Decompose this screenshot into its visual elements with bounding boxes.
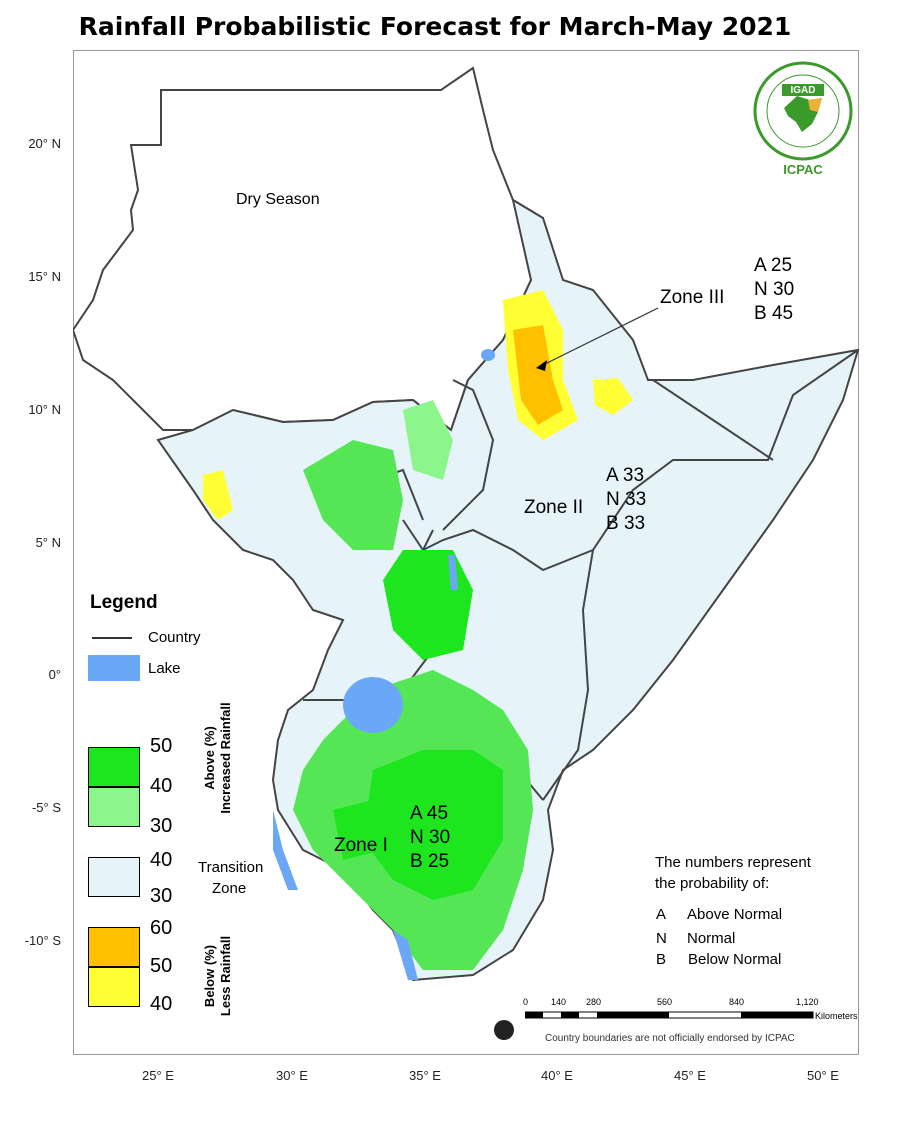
prob-label-n: Normal <box>687 930 736 947</box>
zone1-values: A 45 N 30 B 25 <box>410 803 451 872</box>
logo-top-text: IGAD <box>791 85 816 96</box>
below-value: 50 <box>150 955 173 977</box>
zone2-name: Zone II <box>524 497 584 518</box>
prob-key-n: N <box>656 930 667 947</box>
scale-tick: 560 <box>657 997 673 1007</box>
prob-key-b: B <box>656 951 667 968</box>
below-value: 40 <box>150 993 173 1015</box>
lon-label: 45° E <box>674 1068 706 1083</box>
lake-malawi <box>393 930 418 980</box>
transition-value: 30 <box>150 885 173 907</box>
below-value: 60 <box>150 917 173 939</box>
legend-lake: Lake <box>148 660 181 677</box>
lon-label: 40° E <box>541 1068 573 1083</box>
zone2-values: A 33 N 33 B 33 <box>606 465 647 534</box>
below-high-swatch <box>88 927 140 967</box>
zone3-values: A 25 N 30 B 45 <box>754 255 795 324</box>
map-canvas <box>73 66 859 982</box>
lat-label: -10° S <box>24 933 61 948</box>
lat-label: 5° N <box>35 535 61 550</box>
lon-label: 35° E <box>409 1068 441 1083</box>
scale-tick: 0 <box>523 997 529 1007</box>
above-value: 30 <box>150 815 173 837</box>
lon-label: 50° E <box>807 1068 839 1083</box>
above-value: 50 <box>150 735 173 757</box>
prob-label-b: Below Normal <box>688 951 782 968</box>
lat-label: 0° <box>48 667 61 682</box>
scale-tick: 140 <box>551 997 567 1007</box>
transition-swatch <box>88 857 140 897</box>
lake-swatch <box>88 655 140 681</box>
igad-logo: IGAD <box>753 61 853 161</box>
scale-tick: 280 <box>586 997 602 1007</box>
above-value: 40 <box>150 775 173 797</box>
transition-caption2: Zone <box>212 880 247 897</box>
scale-tick: 1,120 <box>796 997 819 1007</box>
lon-label: 30° E <box>276 1068 308 1083</box>
country-line <box>92 637 132 639</box>
lat-label: 20° N <box>28 136 61 151</box>
above-low-swatch <box>88 787 140 827</box>
prob-label-a: Above Normal <box>687 906 783 923</box>
scale-tick: 840 <box>729 997 745 1007</box>
dry-season-label: Dry Season <box>236 191 320 208</box>
lake-tanganyika <box>273 810 298 890</box>
scale-unit: Kilometers <box>815 1011 858 1021</box>
prob-key-a: A <box>656 906 667 923</box>
disclaimer: Country boundaries are not officially en… <box>545 1033 795 1044</box>
icpac-label: ICPAC <box>783 162 823 177</box>
above-high-swatch <box>88 747 140 787</box>
lat-label: -5° S <box>31 800 61 815</box>
transition-caption: Transition <box>198 859 264 876</box>
lon-label: 25° E <box>142 1068 174 1083</box>
map-title: Rainfall Probabilistic Forecast for Marc… <box>78 12 792 41</box>
legend-title: Legend <box>90 592 158 613</box>
zone3-name: Zone III <box>660 287 725 308</box>
scale-bar <box>525 1011 814 1019</box>
legend-country: Country <box>148 629 201 646</box>
below-caption: Below (%) Less Rainfall <box>202 935 233 1017</box>
below-low-swatch <box>88 967 140 1007</box>
lake-victoria <box>343 677 403 733</box>
probability-note: The numbers represent the probability of… <box>655 854 811 892</box>
north-arrow-icon <box>494 1020 514 1040</box>
above-caption: Above (%) Increased Rainfall <box>202 702 233 814</box>
transition-value: 40 <box>150 849 173 871</box>
lat-label: 10° N <box>28 402 61 417</box>
zone1-name: Zone I <box>334 835 388 856</box>
lat-label: 15° N <box>28 269 61 284</box>
